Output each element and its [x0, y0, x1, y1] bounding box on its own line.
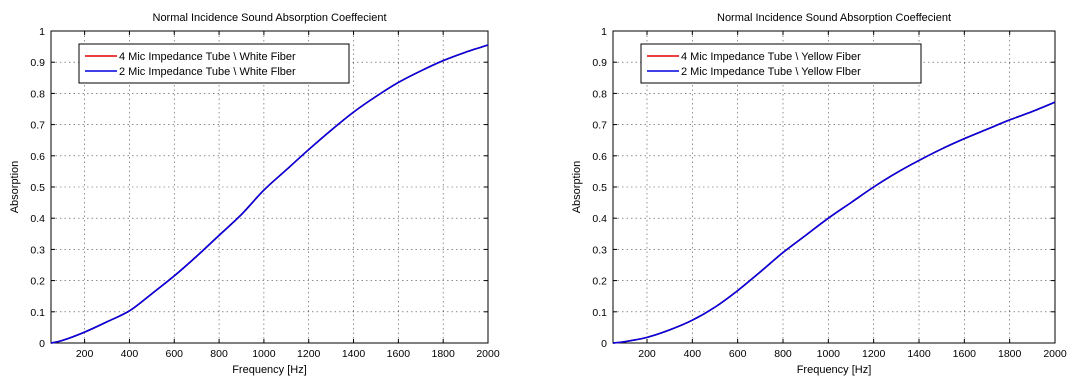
- x-tick-label: 600: [729, 348, 747, 360]
- y-axis-label: Absorption: [571, 161, 583, 214]
- y-tick-label: 0.3: [30, 244, 45, 256]
- chart-2: 200 400 600 800 1000 1200 1400 1600 1800 2000 0 0.1…: [571, 12, 1067, 376]
- x-tick-label: 1800: [998, 348, 1022, 360]
- x-tick-label: 1000: [252, 348, 276, 360]
- legend-label: 2 Mic Impedance Tube \ White Flber: [119, 66, 296, 78]
- y-tick-label: 0.6: [30, 151, 45, 163]
- legend-label: 2 Mic Impedance Tube \ Yellow Flber: [681, 66, 861, 78]
- y-tick-label: 0.4: [592, 213, 607, 225]
- x-tick-label: 800: [774, 348, 792, 360]
- y-tick-label: 0.9: [30, 57, 45, 69]
- x-tick-label: 1600: [953, 348, 977, 360]
- y-tick-label: 0.3: [592, 244, 607, 256]
- x-tick-label: 1400: [907, 348, 931, 360]
- chart-title: Normal Incidence Sound Absorption Coeffe…: [153, 12, 387, 24]
- y-axis-label: Absorption: [9, 161, 21, 214]
- x-tick-label: 1200: [297, 348, 321, 360]
- x-tick-label: 2000: [476, 348, 500, 360]
- y-tick-label: 0.8: [592, 88, 607, 100]
- y-tick-label: 0.1: [30, 307, 45, 319]
- plot-border: [50, 30, 489, 344]
- chart-title: Normal Incidence Sound Absorption Coeffe…: [717, 12, 951, 24]
- series-line-2: [50, 44, 489, 344]
- x-tick-label: 2000: [1043, 348, 1067, 360]
- y-tick-label: 0.5: [592, 182, 607, 194]
- x-tick-label: 400: [121, 348, 139, 360]
- x-tick-label: 400: [684, 348, 702, 360]
- y-tick-label: 0.8: [30, 88, 45, 100]
- legend-box: [78, 43, 350, 84]
- x-tick-label: 1800: [431, 348, 455, 360]
- x-axis-label: Frequency [Hz]: [232, 364, 307, 376]
- x-tick-label: 200: [638, 348, 656, 360]
- x-tick-label: 800: [210, 348, 228, 360]
- y-tick-label: 0.1: [592, 307, 607, 319]
- x-tick-label: 200: [76, 348, 94, 360]
- x-tick-label: 600: [165, 348, 183, 360]
- y-tick-label: 1: [601, 26, 607, 38]
- x-tick-label: 1200: [862, 348, 886, 360]
- x-tick-label: 1600: [387, 348, 411, 360]
- x-axis-label: Frequency [Hz]: [797, 364, 872, 376]
- x-tick-label: 1400: [342, 348, 366, 360]
- x-tick-label: 1000: [817, 348, 841, 360]
- y-tick-label: 0.2: [592, 276, 607, 288]
- series-line-2: [612, 101, 1056, 344]
- legend-box: [640, 43, 922, 84]
- legend-label: 4 Mic Impedance Tube \ White Fiber: [119, 51, 296, 63]
- y-tick-label: 0.4: [30, 213, 45, 225]
- chart-1: 200 400 600 800 1000 1200 1400 1600 1800 2000 0 0.1…: [9, 12, 500, 376]
- y-tick-label: 0.9: [592, 57, 607, 69]
- legend-label: 4 Mic Impedance Tube \ Yellow Fiber: [681, 51, 861, 63]
- y-tick-label: 0.7: [30, 120, 45, 132]
- plot-border: [612, 30, 1056, 344]
- y-tick-label: 0.2: [30, 276, 45, 288]
- y-tick-label: 0.7: [592, 120, 607, 132]
- y-tick-label: 0.5: [30, 182, 45, 194]
- y-tick-label: 0: [601, 338, 607, 350]
- y-tick-label: 1: [39, 26, 45, 38]
- y-tick-label: 0: [39, 338, 45, 350]
- y-tick-label: 0.6: [592, 151, 607, 163]
